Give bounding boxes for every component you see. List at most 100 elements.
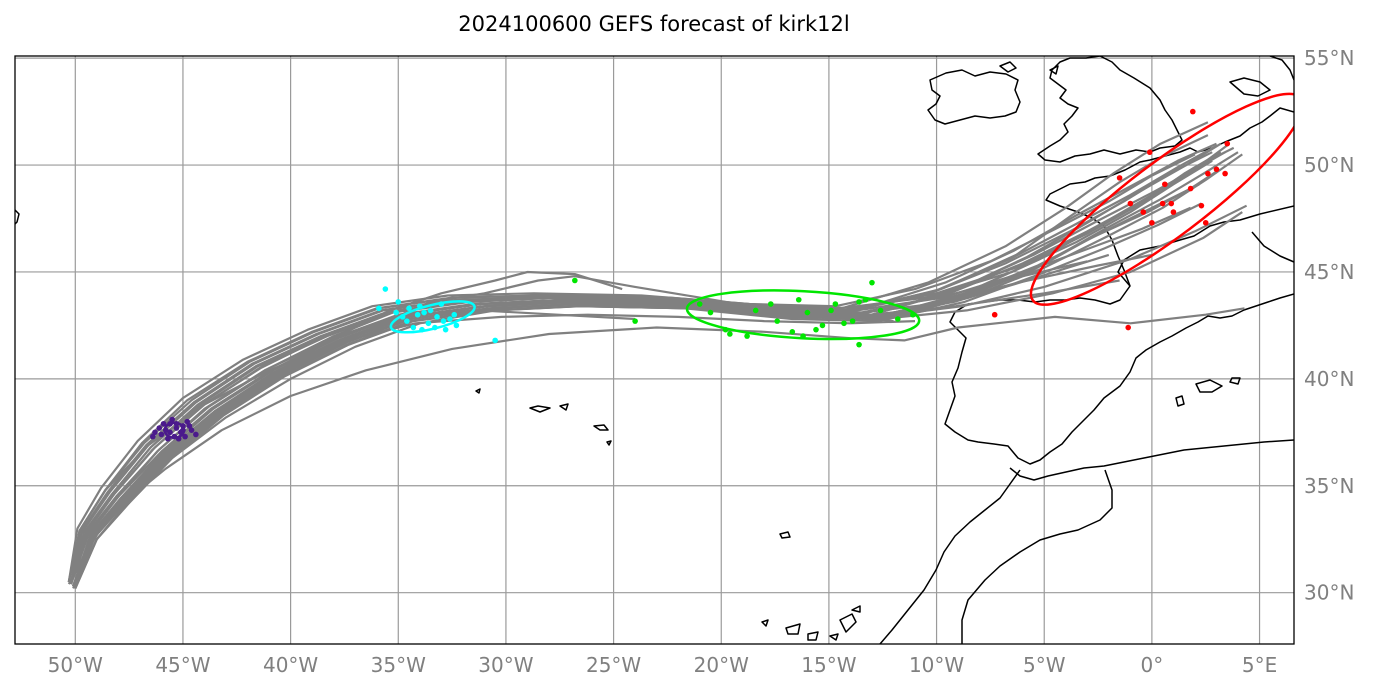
day4-position-point [1213,166,1220,173]
longitude-tick-label: 45°W [155,653,210,677]
day3-position-point [789,329,796,335]
day1-position-point [150,433,156,440]
day1-position-point [167,429,173,436]
day2-position-point [404,318,410,324]
day3-position-point [572,277,578,284]
day2-position-point [451,311,458,318]
day2-position-point [432,324,438,331]
latitude-tick-label: 35°N [1304,474,1354,498]
ireland-coastline [927,69,1021,125]
day2-position-point [406,305,412,312]
day2-position-point [427,307,434,314]
algeria-morocco-border [961,469,1113,644]
day2-position-point [447,316,453,322]
day3-position-point [877,307,884,314]
day2-position-point [492,337,498,344]
latitude-tick-labels: 30°N 35°N 40°N 45°N 50°N 55°N [1304,46,1354,605]
day2-position-point [421,309,427,316]
day2-position-point [382,286,389,292]
newfoundland-edge [15,209,20,225]
day3-position-point [632,318,638,324]
day2-position-point [438,301,445,307]
day3-position-point [707,309,714,316]
day4-position-point [1224,140,1231,147]
longitude-tick-label: 25°W [586,653,641,677]
longitude-tick-label: 5°E [1242,653,1277,677]
north-sea-islands [999,56,1294,97]
day3-position-point [895,316,901,322]
day1-position-point [156,425,163,431]
day1-position-point [184,418,191,425]
azores-islands [475,388,612,446]
latitude-tick-label: 50°N [1304,153,1354,177]
day3-position-point [722,326,729,333]
longitude-tick-label: 0° [1141,653,1164,677]
day4-position-point [991,311,998,318]
day3-position-point [862,296,869,303]
longitude-tick-label: 5°W [1023,653,1066,677]
day2-position-point [453,322,460,329]
day2-position-point [393,309,399,316]
day4-position-point [1116,175,1123,181]
chart-title: 2024100600 GEFS forecast of kirk12l [458,12,850,36]
day2-position-point [376,305,382,312]
ensemble-track-line [72,142,1222,587]
day2-position-point [419,326,425,333]
day3-position-point [869,279,875,286]
day1-position-point [171,433,178,440]
forecast-positions [150,108,1231,442]
mainland-border-2 [1251,231,1294,263]
day1-position-point [193,431,199,438]
day3-position-point [849,318,856,324]
plot-frame [14,55,1295,645]
great-britain-coastline [1037,56,1183,163]
ensemble-tracks [67,121,1248,589]
ensemble-track-line [69,206,1192,585]
day1-position-point [160,420,167,427]
day4-position-point [1127,200,1134,207]
day1-position-point [175,435,182,442]
day4-position-point [1168,200,1175,207]
day1-position-point [165,435,171,442]
latitude-tick-label: 45°N [1304,260,1354,284]
day1-position-point [173,425,180,431]
day1-position-point [173,420,180,427]
day3-position-point [828,307,834,314]
day2-position-point [395,299,402,305]
day2-position-point [434,314,440,320]
day3-position-point [804,309,811,316]
day3-position-point [832,301,839,307]
longitude-tick-label: 15°W [801,653,856,677]
day1-position-point [188,427,195,433]
day1-position-point [180,427,186,433]
day4-position-point [1125,324,1132,331]
longitude-tick-label: 35°W [371,653,426,677]
day3-position-point [856,341,862,348]
day3-position-point [819,322,826,329]
ensemble-track-line [70,275,894,583]
longitude-tick-label: 20°W [694,653,749,677]
day2-position-point [399,314,406,320]
day1-position-point [162,427,169,433]
day1-position-point [180,423,186,429]
day3-position-point [841,320,847,327]
day4-position-point [1198,202,1205,209]
day3-position-point [752,307,759,314]
ensemble-track-line [67,153,1196,583]
day2-position-point [425,320,432,327]
day4-uncertainty-ellipse [1029,92,1294,306]
balearic-islands [1175,377,1241,407]
ensemble-track-line [72,309,636,587]
longitude-tick-label: 10°W [909,653,964,677]
day4-position-point [1149,219,1155,226]
latitude-tick-label: 30°N [1304,581,1354,605]
day2-position-point [442,326,449,333]
day4-position-point [1170,209,1177,215]
ensemble-track-line [67,121,1209,583]
longitude-tick-label: 50°W [48,653,103,677]
ensemble-track-line [74,307,1245,589]
day1-position-point [186,423,193,429]
day3-position-point [774,318,781,324]
day4-position-point [1189,108,1196,115]
